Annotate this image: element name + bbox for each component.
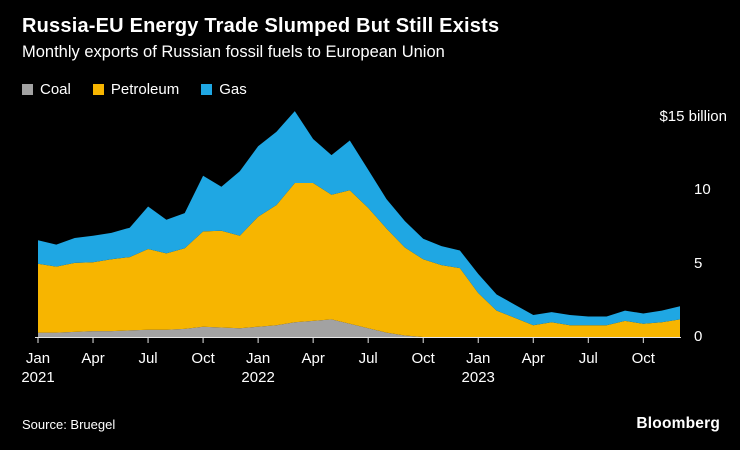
- x-tick-year: 2022: [241, 369, 275, 386]
- x-tick-label: Jul: [336, 350, 400, 367]
- x-tick-month: Oct: [631, 350, 655, 367]
- x-tick-label: Jul: [556, 350, 620, 367]
- x-tick-label: Oct: [171, 350, 235, 367]
- x-tick-month: Jan: [466, 350, 491, 367]
- legend: Coal Petroleum Gas: [22, 81, 247, 98]
- x-tick-month: Apr: [301, 350, 325, 367]
- x-tick-year: 2021: [21, 369, 55, 386]
- legend-label: Petroleum: [110, 81, 180, 98]
- x-tick-month: Jul: [578, 350, 598, 367]
- x-tick-label: Jan 2021: [6, 350, 70, 386]
- legend-swatch-coal: [22, 84, 33, 95]
- x-tick-month: Jan: [25, 350, 51, 367]
- area-coal: [38, 319, 680, 337]
- legend-item-petroleum: Petroleum: [92, 81, 180, 98]
- x-tick-label: Oct: [611, 350, 675, 367]
- source-note: Source: Bruegel: [22, 417, 116, 432]
- x-tick-label: Jul: [116, 350, 180, 367]
- x-tick-label: Apr: [501, 350, 565, 367]
- x-axis: Jan 2021 Apr Jul Oct Jan 2022 Apr Jul Oct Jan 2023 A…: [0, 350, 740, 392]
- legend-label: Gas: [219, 81, 247, 98]
- legend-swatch-petroleum: [92, 84, 104, 95]
- legend-item-gas: Gas: [201, 81, 247, 98]
- x-tick-label: Oct: [391, 350, 455, 367]
- bloomberg-logo: Bloomberg: [636, 415, 720, 432]
- x-tick-label: Jan 2023: [446, 350, 510, 386]
- legend-item-coal: Coal: [22, 81, 71, 98]
- x-tick-label: Apr: [61, 350, 125, 367]
- area-petroleum: [38, 183, 680, 337]
- x-tick-month: Apr: [81, 350, 105, 367]
- legend-label: Coal: [40, 81, 71, 98]
- chart-title: Russia-EU Energy Trade Slumped But Still…: [22, 15, 500, 37]
- x-tick-month: Jul: [138, 350, 158, 367]
- x-tick-month: Oct: [191, 350, 215, 367]
- x-tick-year: 2023: [461, 369, 495, 386]
- x-tick-label: Jan 2022: [226, 350, 290, 386]
- x-tick-month: Apr: [521, 350, 545, 367]
- x-tick-label: Apr: [281, 350, 345, 367]
- x-tick-month: Oct: [411, 350, 435, 367]
- x-tick-month: Jul: [358, 350, 378, 367]
- legend-swatch-gas: [201, 84, 213, 95]
- x-tick-month: Jan: [246, 350, 271, 367]
- chart-subtitle: Monthly exports of Russian fossil fuels …: [22, 43, 445, 61]
